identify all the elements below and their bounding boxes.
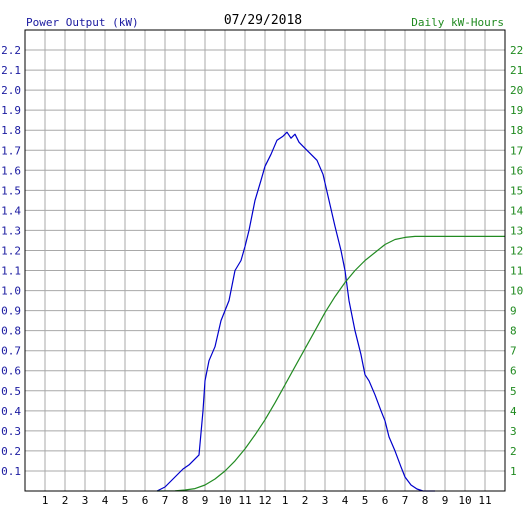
- right-tick-label: 20: [510, 84, 523, 97]
- left-tick-label: 0.7: [1, 345, 21, 358]
- right-tick-label: 13: [510, 224, 523, 237]
- left-tick-label: 0.6: [1, 365, 21, 378]
- x-tick-label: 4: [342, 494, 349, 507]
- left-tick-label: 1.9: [1, 104, 21, 117]
- x-tick-labels: 1 2 3 4 5 6 7 8 9 10 11 12 1 2 3 4 5 6 7 8 9 10 11: [42, 494, 492, 507]
- right-tick-label: 18: [510, 124, 523, 137]
- x-tick-label: 3: [322, 494, 329, 507]
- x-tick-label: 1: [42, 494, 49, 507]
- right-tick-label: 7: [510, 345, 517, 358]
- right-tick-label: 14: [510, 204, 524, 217]
- left-tick-label: 0.3: [1, 425, 21, 438]
- x-tick-label: 1: [282, 494, 289, 507]
- x-tick-label: 3: [82, 494, 89, 507]
- right-tick-label: 8: [510, 325, 517, 338]
- right-tick-label: 16: [510, 164, 523, 177]
- x-tick-label: 2: [302, 494, 309, 507]
- x-tick-label: 11: [478, 494, 491, 507]
- daily-kwh-line: [156, 235, 505, 492]
- right-tick-label: 2: [510, 445, 517, 458]
- left-tick-label: 2.0: [1, 84, 21, 97]
- x-tick-label: 10: [458, 494, 471, 507]
- right-tick-label: 11: [510, 265, 523, 278]
- left-tick-label: 1.0: [1, 285, 21, 298]
- x-tick-label: 6: [142, 494, 149, 507]
- left-tick-label: 1.7: [1, 144, 21, 157]
- right-tick-label: 21: [510, 64, 523, 77]
- left-tick-label: 2.2: [1, 44, 21, 57]
- left-tick-label: 0.9: [1, 305, 21, 318]
- plot-frame: [24, 29, 506, 492]
- x-tick-label: 5: [122, 494, 129, 507]
- left-tick-label: 0.8: [1, 325, 21, 338]
- left-tick-label: 0.5: [1, 385, 21, 398]
- right-tick-label: 19: [510, 104, 523, 117]
- right-tick-label: 17: [510, 144, 523, 157]
- x-tick-label: 5: [362, 494, 369, 507]
- x-tick-label: 10: [218, 494, 231, 507]
- right-tick-label: 1: [510, 465, 517, 478]
- x-tick-label: 4: [102, 494, 109, 507]
- x-tick-label: 11: [238, 494, 251, 507]
- left-tick-label: 1.5: [1, 184, 21, 197]
- right-tick-label: 4: [510, 405, 517, 418]
- right-tick-label: 6: [510, 365, 517, 378]
- right-tick-label: 3: [510, 425, 517, 438]
- right-tick-label: 22: [510, 44, 523, 57]
- left-tick-label: 2.1: [1, 64, 21, 77]
- grid-lines: [25, 30, 505, 491]
- right-tick-label: 15: [510, 184, 523, 197]
- x-tick-label: 12: [258, 494, 271, 507]
- x-tick-label: 2: [62, 494, 69, 507]
- plot-border: [24, 29, 506, 492]
- x-tick-label: 8: [182, 494, 189, 507]
- x-tick-label: 7: [402, 494, 409, 507]
- left-tick-label: 1.3: [1, 224, 21, 237]
- left-tick-label: 1.8: [1, 124, 21, 137]
- x-tick-label: 8: [422, 494, 429, 507]
- chart-title: 07/29/2018: [224, 13, 302, 28]
- left-axis-label: Power Output (kW): [26, 16, 139, 29]
- x-tick-label: 9: [202, 494, 209, 507]
- right-tick-label: 12: [510, 244, 523, 257]
- left-tick-labels: 0.1 0.2 0.3 0.4 0.5 0.6 0.7 0.8 0.9 1.0 1.1 1.2 1.3 1…: [1, 44, 21, 478]
- x-tick-label: 7: [162, 494, 169, 507]
- right-tick-label: 5: [510, 385, 517, 398]
- series-layer: [156, 131, 505, 492]
- right-tick-label: 10: [510, 285, 523, 298]
- x-tick-label: 9: [442, 494, 449, 507]
- right-tick-label: 9: [510, 305, 517, 318]
- power-output-line: [156, 131, 435, 492]
- left-tick-label: 0.4: [1, 405, 21, 418]
- left-tick-label: 1.2: [1, 244, 21, 257]
- x-tick-label: 6: [382, 494, 389, 507]
- right-axis-label: Daily kW-Hours: [411, 16, 504, 29]
- left-tick-label: 0.1: [1, 465, 21, 478]
- left-tick-label: 1.1: [1, 265, 21, 278]
- left-tick-label: 1.6: [1, 164, 21, 177]
- left-tick-label: 1.4: [1, 204, 21, 217]
- left-tick-label: 0.2: [1, 445, 21, 458]
